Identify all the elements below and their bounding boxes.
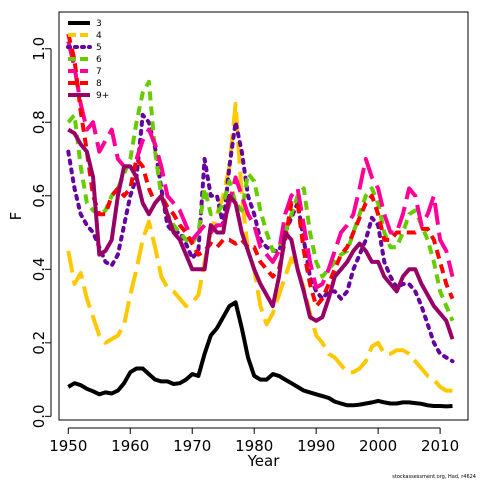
- legend-label: 6: [96, 55, 102, 65]
- legend-label: 3: [96, 19, 102, 29]
- legend-label: 7: [96, 67, 102, 77]
- x-tick-label: 2000: [359, 437, 397, 455]
- x-tick-label: 1970: [173, 437, 211, 455]
- series-line-9plus: [67, 127, 455, 340]
- y-axis: 0.0 0.2 0.4 0.6 0.8 1.0: [30, 37, 52, 428]
- y-axis-title: F: [7, 212, 25, 221]
- y-tick-label: 0.6: [30, 184, 48, 208]
- x-tick-label: 2010: [421, 437, 459, 455]
- legend: 3 4 5 6 7 8 9+: [66, 19, 109, 101]
- x-tick-label: 1950: [49, 437, 87, 455]
- x-tick-label: 1980: [235, 437, 273, 455]
- series-line-6: [66, 79, 455, 322]
- series-line-8: [66, 33, 455, 309]
- y-tick-label: 0.8: [30, 110, 48, 134]
- x-axis: 1950 1960 1970 1980 1990 2000 2010: [49, 427, 459, 455]
- y-tick-label: 1.0: [30, 37, 48, 61]
- legend-label: 9+: [96, 91, 109, 101]
- y-tick-label: 0.0: [30, 404, 48, 428]
- x-tick-label: 1960: [111, 437, 149, 455]
- plot-frame: [58, 11, 469, 421]
- y-tick-label: 0.4: [30, 257, 48, 281]
- legend-label: 8: [96, 79, 102, 89]
- series-line-7: [66, 40, 455, 290]
- y-tick-label: 0.2: [30, 331, 48, 355]
- series-line-3: [67, 300, 453, 409]
- legend-label: 5: [96, 43, 102, 53]
- series-layer: [66, 33, 455, 409]
- credit-text: stockassessment.org, Had, r4624: [392, 474, 476, 480]
- legend-label: 4: [96, 31, 102, 41]
- series-line-4: [66, 101, 453, 393]
- x-axis-title: Year: [247, 452, 281, 470]
- x-tick-label: 1990: [297, 437, 335, 455]
